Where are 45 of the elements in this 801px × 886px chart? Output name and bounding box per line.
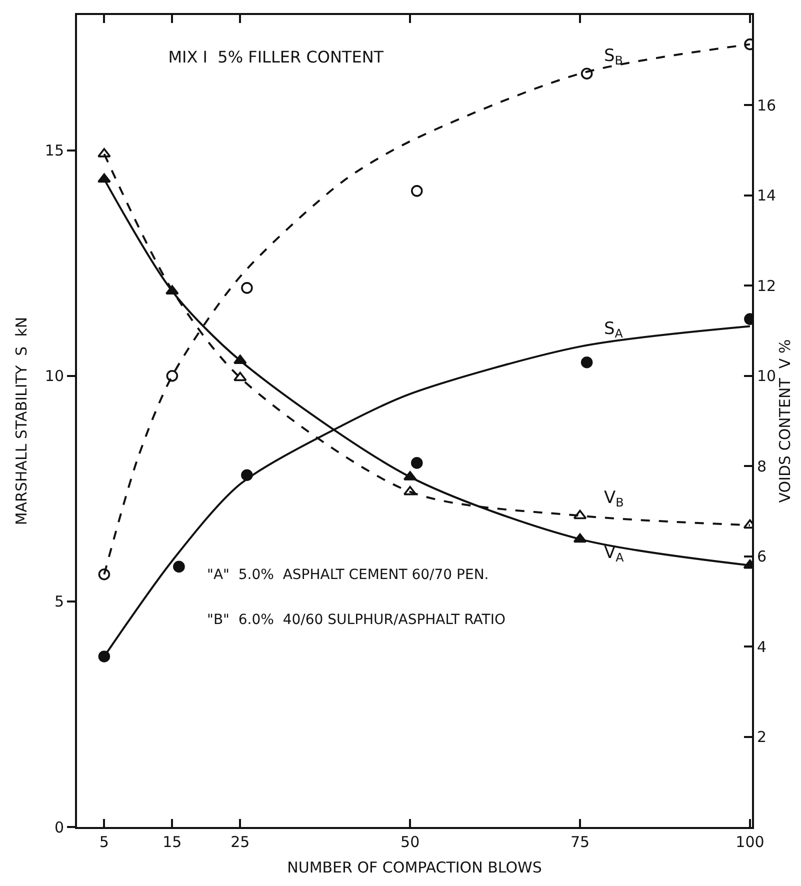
x-tick-label: 15 [162, 833, 182, 851]
y2-tick-label: 12 [757, 276, 776, 295]
series-label: S$_{B}$ [604, 46, 623, 68]
series-label: V$_{A}$ [604, 543, 625, 565]
y2-tick-label: 14 [757, 186, 776, 205]
annotation: "A" 5.0% ASPHALT CEMENT 60/70 PEN. [207, 567, 489, 583]
y2-tick-label: 16 [757, 96, 776, 114]
x-tick-label: 5 [99, 833, 109, 851]
y2-axis-title: VOIDS CONTENT V % [776, 339, 794, 503]
annotation: "B" 6.0% 40/60 SULPHUR/ASPHALT RATIO [207, 612, 506, 628]
y2-tick-label: 4 [757, 638, 767, 656]
point [580, 356, 593, 368]
point [410, 457, 423, 469]
point [166, 370, 178, 382]
point [573, 510, 587, 520]
y2-tick-label: 2 [757, 728, 767, 746]
point [573, 533, 587, 543]
text: MIX I 5% FILLER CONTENT [168, 48, 384, 67]
point [166, 285, 179, 294]
series-label: S$_{A}$ [604, 319, 624, 341]
x-tick-label: 100 [736, 833, 764, 851]
point [98, 148, 111, 158]
point [403, 486, 417, 496]
point [98, 650, 110, 662]
x-tick-label: 75 [570, 833, 590, 851]
point [241, 282, 253, 294]
x-axis-title: NUMBER OF COMPACTION BLOWS [287, 858, 542, 876]
point [98, 173, 111, 183]
y2-tick-label: 6 [757, 548, 767, 566]
point [241, 469, 253, 482]
y2-tick-label: 8 [757, 457, 767, 476]
point [233, 372, 247, 382]
y-tick-label: 0 [54, 818, 64, 836]
point [580, 68, 593, 80]
series-label: V$_{B}$ [604, 488, 624, 510]
point [173, 560, 185, 573]
y-tick-label: 15 [44, 142, 64, 160]
point [410, 185, 423, 197]
x-tick-label: 50 [400, 833, 420, 851]
y-tick-label: 10 [44, 367, 64, 386]
point [98, 568, 110, 580]
x-tick-label: 25 [230, 833, 250, 851]
y2-tick-label: 10 [757, 367, 776, 386]
y-axis-title: MARSHALL STABILITY S kN [12, 316, 31, 526]
y-tick-label: 5 [54, 592, 64, 611]
